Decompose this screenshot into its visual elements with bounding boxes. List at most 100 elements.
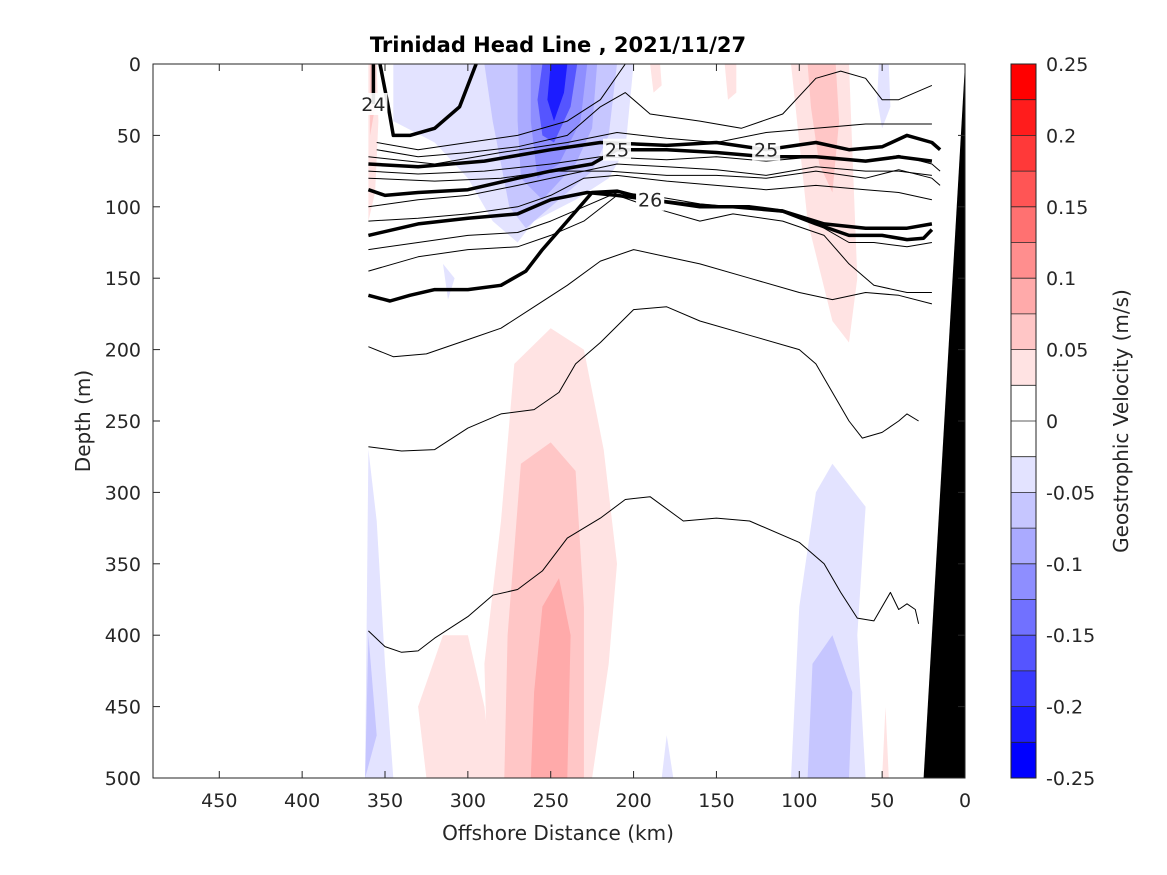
y-tick-label: 150	[105, 268, 141, 290]
colorbar-tick-label: -0.15	[1046, 625, 1095, 647]
colorbar-tick-label: -0.2	[1046, 697, 1083, 719]
contour-label-bg-0	[359, 92, 388, 115]
colorbar-swatch-6	[1011, 278, 1036, 315]
x-tick-label: 200	[615, 790, 651, 812]
contour-label-bg-5	[752, 138, 781, 161]
y-tick-label: 0	[129, 54, 141, 76]
colorbar-swatch-9	[1011, 385, 1036, 422]
x-tick-label: 350	[367, 790, 403, 812]
contour-label-5: 25	[754, 140, 778, 162]
colorbar-tick-label: 0	[1046, 411, 1058, 433]
y-tick-label: 300	[105, 482, 141, 504]
colorbar-swatch-3	[1011, 171, 1036, 208]
velocity-region-18	[418, 635, 493, 778]
velocity-region-6	[401, 64, 452, 114]
contour-label-bg-8	[603, 138, 631, 161]
colorbar-label: Geostrophic Velocity (m/s)	[1109, 289, 1133, 553]
y-tick-label: 200	[105, 340, 141, 362]
x-axis-label: Offshore Distance (km)	[442, 821, 674, 845]
colorbar-swatch-18	[1011, 706, 1036, 743]
y-tick-label: 400	[105, 625, 141, 647]
colorbar-swatch-19	[1011, 742, 1036, 779]
contour-label-0: 24	[361, 94, 385, 116]
velocity-region-23	[807, 635, 853, 778]
density-contour-3	[376, 70, 933, 158]
density-contour-13	[368, 194, 932, 293]
x-axis: 450 400 350 300 250 200 150 100 50 0	[201, 64, 971, 812]
density-contour-16	[368, 306, 919, 452]
colorbar-tick-label: 0.05	[1046, 340, 1088, 362]
x-tick-label: 300	[450, 790, 486, 812]
density-contour-2	[376, 64, 626, 151]
density-contour-10	[368, 174, 933, 222]
colorbar-swatch-16	[1011, 635, 1036, 672]
colorbar-swatch-17	[1011, 670, 1036, 708]
contour-label-bg-14	[636, 188, 665, 211]
density-contour-7	[368, 169, 941, 186]
colorbar: 0.25 0.2 0.15 0.1 0.05 0 -0.05 -0.1 -0.15 -0.2 -0.…	[1010, 54, 1095, 790]
y-tick-label: 500	[105, 768, 141, 790]
colorbar-swatch-4	[1011, 206, 1036, 243]
velocity-region-24	[661, 735, 674, 778]
coastline-layer	[923, 64, 965, 778]
x-tick-label: 450	[201, 790, 237, 812]
density-contour-4	[368, 123, 932, 165]
density-contour-9	[368, 163, 932, 208]
colorbar-swatch-15	[1011, 599, 1036, 636]
velocity-region-17	[530, 578, 571, 778]
density-contour-12	[368, 192, 932, 251]
x-tick-label: 250	[533, 790, 569, 812]
colorbar-swatch-12	[1011, 492, 1036, 529]
contour-label-layer: 2425252626	[359, 92, 781, 212]
colorbar-tick-label: 0.25	[1046, 54, 1088, 76]
coastline-shape	[923, 64, 965, 778]
x-tick-label: 150	[698, 790, 734, 812]
colorbar-swatch-13	[1011, 528, 1036, 565]
velocity-region-11	[650, 64, 662, 93]
colorbar-swatch-11	[1011, 456, 1036, 493]
velocity-region-14	[807, 64, 840, 193]
velocity-region-5	[547, 64, 568, 122]
y-tick-label: 100	[105, 197, 141, 219]
colorbar-tick-label: 0.2	[1046, 125, 1076, 147]
y-axis: 0 50 100 150 200 250 300 350 400 450 500	[105, 54, 965, 790]
density-contour-15	[368, 249, 933, 358]
chart-title: Trinidad Head Line , 2021/11/27	[370, 33, 746, 57]
density-contour-1	[378, 64, 478, 138]
colorbar-swatch-2	[1011, 135, 1036, 172]
velocity-region-21	[365, 635, 377, 778]
y-tick-label: 350	[105, 554, 141, 576]
velocity-region-12	[724, 64, 737, 100]
y-tick-label: 450	[105, 697, 141, 719]
colorbar-tick-label: -0.25	[1046, 768, 1095, 790]
x-tick-label: 50	[870, 790, 894, 812]
colorbar-swatch-5	[1011, 242, 1036, 279]
colorbar-swatch-7	[1011, 313, 1036, 351]
density-contour-17	[368, 496, 920, 653]
colorbar-frame	[1010, 63, 1037, 779]
colorbar-swatch-8	[1011, 349, 1036, 386]
velocity-region-8	[877, 64, 891, 129]
colorbar-tick-label: -0.05	[1046, 482, 1095, 504]
x-tick-label: 0	[959, 790, 971, 812]
y-tick-label: 250	[105, 411, 141, 433]
velocity-fill-layer	[365, 64, 891, 778]
contour-label-8: 25	[605, 140, 629, 162]
y-tick-label: 50	[117, 125, 141, 147]
density-contour-14	[367, 189, 934, 303]
colorbar-swatch-0	[1011, 64, 1036, 101]
colorbar-tick-label: 0.15	[1046, 197, 1088, 219]
colorbar-swatch-14	[1011, 563, 1036, 600]
x-tick-label: 400	[284, 790, 320, 812]
contour-label-14: 26	[638, 190, 662, 212]
velocity-region-13	[791, 64, 858, 343]
colorbar-swatch-10	[1011, 421, 1036, 458]
velocity-region-7	[443, 263, 455, 300]
colorbar-tick-label: -0.1	[1046, 554, 1083, 576]
density-contour-5	[368, 133, 942, 169]
plot-area	[153, 64, 965, 778]
colorbar-swatch-1	[1011, 99, 1036, 136]
velocity-region-19	[882, 706, 889, 778]
x-tick-label: 100	[781, 790, 817, 812]
